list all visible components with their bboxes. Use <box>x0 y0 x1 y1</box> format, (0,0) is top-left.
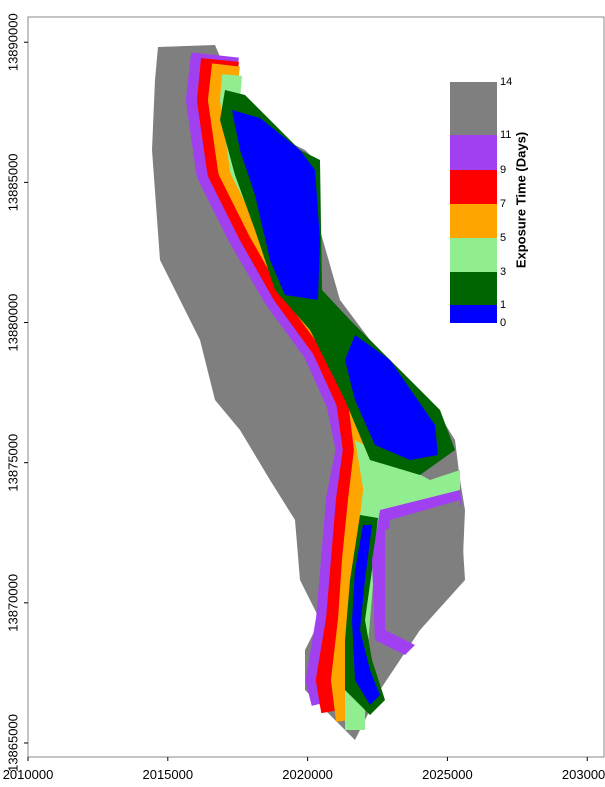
legend-level-label: 11 <box>500 129 511 141</box>
region-blue-upper <box>232 110 320 300</box>
y-tick-label: 13890000 <box>5 13 20 71</box>
x-tick-label: 2030000 <box>562 767 605 782</box>
legend-level-label: 1 <box>500 299 506 311</box>
legend-level-label: 7 <box>500 198 506 210</box>
x-tick-label: 2010000 <box>3 767 54 782</box>
exposure-map <box>152 45 465 740</box>
axes: 2010000 2015000 2020000 2025000 2030000 13865… <box>3 13 605 782</box>
legend-swatch <box>450 305 497 323</box>
legend-level-label: 0 <box>500 317 506 329</box>
channel-blue <box>352 525 380 705</box>
legend-swatch <box>450 238 497 272</box>
legend-swatch <box>450 135 497 170</box>
legend-swatch <box>450 272 497 305</box>
plot-frame <box>27 16 605 758</box>
legend-swatch <box>450 82 497 135</box>
legend-level-label: 14 <box>500 76 512 88</box>
legend-level-label: 3 <box>500 266 506 278</box>
legend-title: Exposure Time (Days) <box>513 132 528 268</box>
legend-level-label: 9 <box>500 164 506 176</box>
y-tick-label: 13885000 <box>5 153 20 211</box>
x-tick-label: 2020000 <box>282 767 333 782</box>
y-tick-label: 13880000 <box>5 294 20 352</box>
legend-swatch <box>450 170 497 204</box>
x-tick-label: 2025000 <box>422 767 473 782</box>
legend: Exposure Time (Days) 0 1 3 5 7 9 11 14 <box>450 76 528 329</box>
legend-level-label: 5 <box>500 232 506 244</box>
region-gray-right <box>385 500 465 630</box>
region-blue-lower <box>345 335 438 460</box>
y-tick-label: 13875000 <box>5 434 20 492</box>
x-tick-label: 2015000 <box>142 767 193 782</box>
legend-swatch <box>450 204 497 238</box>
y-tick-label: 13865000 <box>5 714 20 772</box>
y-tick-label: 13870000 <box>5 574 20 632</box>
